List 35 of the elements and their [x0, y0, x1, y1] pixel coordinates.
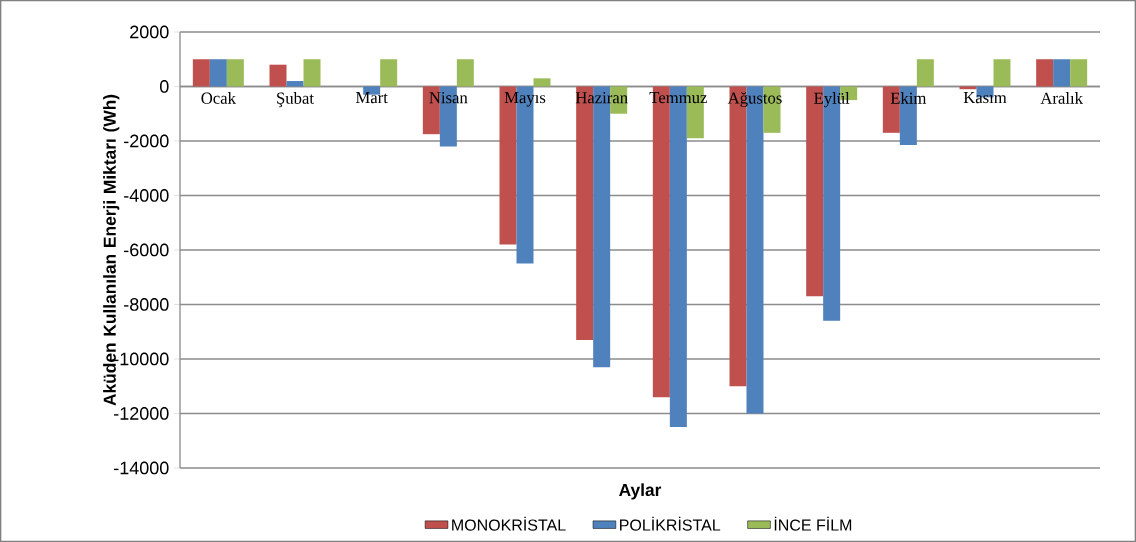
x-tick-label: Nisan: [429, 92, 468, 104]
y-tick-label: 2000: [130, 25, 169, 39]
x-tick-label: Mayıs: [504, 92, 546, 107]
y-tick-label: -14000: [114, 461, 169, 475]
x-axis-title: Aylar: [619, 483, 662, 500]
bar: [192, 59, 210, 87]
bar: [959, 86, 977, 90]
x-tick-label: Şubat: [277, 92, 314, 108]
y-tick-label: -6000: [124, 243, 169, 257]
x-tick-label: Mart: [355, 92, 388, 104]
y-tick-label: -4000: [124, 189, 169, 202]
y-tick-label: 0: [160, 80, 169, 93]
bar: [1070, 59, 1088, 87]
legend-label: MONOKRİSTAL: [452, 516, 566, 531]
x-tick-label: Aralık: [1040, 92, 1083, 104]
bar: [1036, 59, 1054, 87]
x-tick-label: Ocak: [201, 92, 236, 104]
bar: [916, 59, 934, 87]
bar: [286, 81, 304, 87]
y-tick-label: -8000: [124, 298, 169, 311]
bar: [209, 59, 227, 87]
y-tick-label: -10000: [114, 352, 169, 366]
bar: [993, 59, 1011, 87]
bar: [1053, 59, 1071, 87]
y-tick-label: -12000: [114, 407, 169, 420]
bar: [226, 59, 244, 87]
legend-label: POLİKRİSTAL: [620, 516, 721, 531]
x-tick-label: Kasım: [963, 92, 1007, 104]
y-tick-label: -2000: [124, 134, 169, 148]
bar: [456, 59, 474, 87]
bar: [380, 59, 398, 87]
legend-label: İNCE FİLM: [774, 516, 852, 531]
bar: [303, 59, 321, 87]
bar: [269, 64, 287, 87]
bar: [533, 78, 551, 87]
